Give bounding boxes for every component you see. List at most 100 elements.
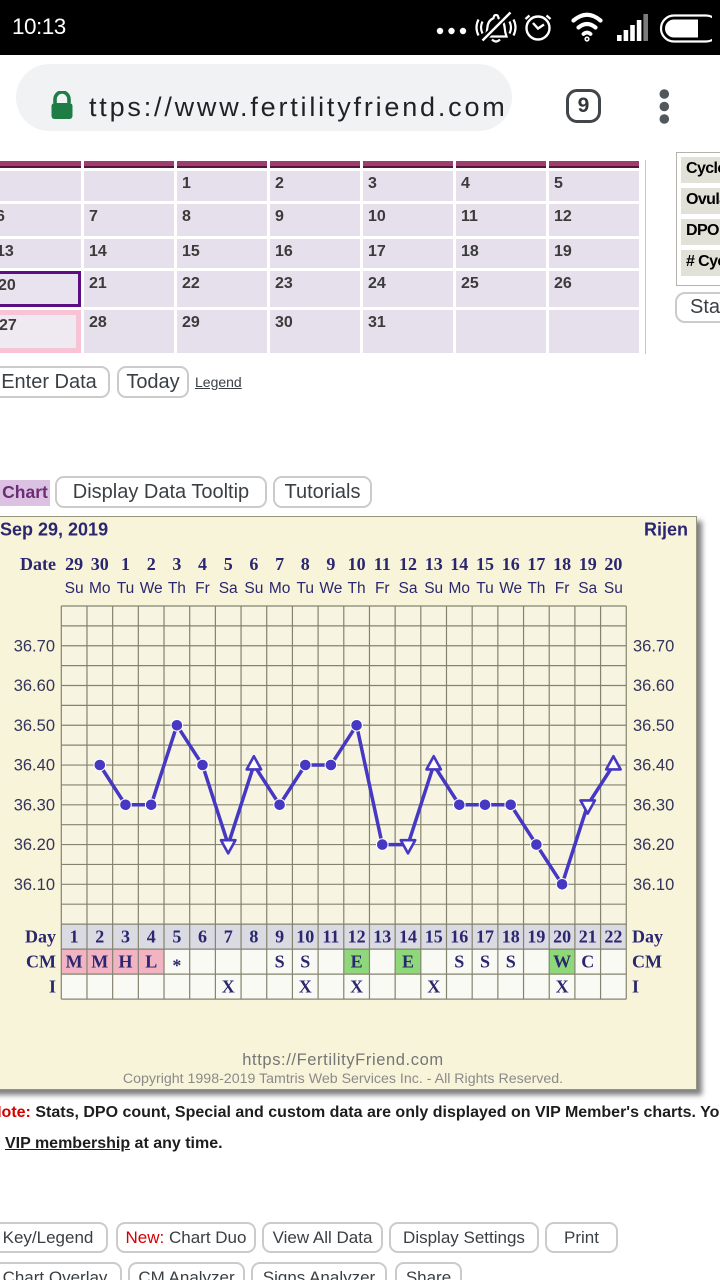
svg-text:18: 18 (502, 927, 520, 947)
svg-text:We: We (140, 580, 163, 597)
svg-text:Th: Th (527, 580, 545, 597)
svg-text:1: 1 (70, 927, 79, 947)
svg-text:16: 16 (450, 927, 468, 947)
svg-text:13: 13 (373, 927, 391, 947)
svg-text:Fr: Fr (195, 580, 210, 597)
svg-text:36.20: 36.20 (14, 836, 55, 854)
svg-text:X: X (427, 977, 440, 997)
svg-text:Sa: Sa (578, 580, 597, 597)
svg-text:Th: Th (348, 580, 366, 597)
svg-text:11: 11 (322, 927, 339, 947)
svg-text:10: 10 (348, 554, 366, 574)
svg-text:Su: Su (604, 580, 623, 597)
svg-text:3: 3 (172, 554, 181, 574)
svg-text:2: 2 (95, 927, 104, 947)
svg-text:6: 6 (198, 927, 207, 947)
svg-text:M: M (66, 952, 83, 972)
svg-text:17: 17 (527, 554, 545, 574)
svg-text:36.70: 36.70 (633, 637, 674, 655)
svg-text:17: 17 (476, 927, 494, 947)
svg-text:7: 7 (224, 927, 233, 947)
svg-text:Tu: Tu (476, 580, 494, 597)
svg-text:36.40: 36.40 (633, 757, 674, 775)
svg-text:36.40: 36.40 (14, 757, 55, 775)
svg-text:E: E (351, 952, 363, 972)
svg-text:C: C (581, 952, 594, 972)
svg-text:19: 19 (527, 927, 545, 947)
svg-text:M: M (91, 952, 108, 972)
svg-text:Tu: Tu (117, 580, 135, 597)
svg-text:5: 5 (172, 927, 181, 947)
svg-text:20: 20 (553, 927, 571, 947)
svg-text:Mo: Mo (449, 580, 471, 597)
svg-text:30: 30 (91, 554, 109, 574)
svg-text:11: 11 (374, 554, 391, 574)
svg-text:Day: Day (632, 927, 663, 947)
svg-text:9: 9 (326, 554, 335, 574)
svg-text:X: X (556, 977, 569, 997)
svg-text:X: X (350, 977, 363, 997)
svg-text:https://FertilityFriend.com: https://FertilityFriend.com (242, 1051, 443, 1069)
svg-text:36.60: 36.60 (633, 677, 674, 695)
svg-text:Su: Su (424, 580, 443, 597)
svg-text:Day: Day (25, 927, 56, 947)
svg-text:6: 6 (249, 554, 258, 574)
svg-text:16: 16 (502, 554, 520, 574)
svg-text:Sa: Sa (219, 580, 238, 597)
svg-text:36.50: 36.50 (633, 717, 674, 735)
svg-text:I: I (49, 977, 56, 997)
svg-text:5: 5 (224, 554, 233, 574)
svg-text:8: 8 (249, 927, 258, 947)
svg-text:Su: Su (244, 580, 263, 597)
svg-text:S: S (506, 952, 516, 972)
svg-text:12: 12 (348, 927, 366, 947)
svg-text:15: 15 (425, 927, 443, 947)
svg-text:4: 4 (198, 554, 207, 574)
svg-text:Th: Th (168, 580, 186, 597)
svg-text:1: 1 (121, 554, 130, 574)
svg-text:2: 2 (147, 554, 156, 574)
svg-text:Rijen: Rijen (644, 520, 688, 540)
svg-text:*: * (172, 956, 181, 976)
svg-text:4: 4 (147, 927, 156, 947)
svg-text:S: S (275, 952, 285, 972)
svg-text:Su: Su (65, 580, 84, 597)
svg-text:Sep 29, 2019: Sep 29, 2019 (0, 520, 108, 540)
svg-text:29: 29 (65, 554, 83, 574)
svg-text:W: W (553, 952, 571, 972)
svg-text:E: E (402, 952, 414, 972)
svg-text:15: 15 (476, 554, 494, 574)
svg-text:Copyright 1998-2019 Tamtris We: Copyright 1998-2019 Tamtris Web Services… (123, 1071, 563, 1087)
svg-text:12: 12 (399, 554, 417, 574)
svg-text:CM: CM (632, 952, 662, 972)
svg-text:CM: CM (26, 952, 56, 972)
svg-text:21: 21 (579, 927, 597, 947)
svg-text:8: 8 (301, 554, 310, 574)
svg-text:10: 10 (296, 927, 314, 947)
svg-text:Date: Date (20, 554, 56, 574)
svg-text:9: 9 (275, 927, 284, 947)
svg-text:36.30: 36.30 (633, 796, 674, 814)
svg-text:3: 3 (121, 927, 130, 947)
svg-text:36.50: 36.50 (14, 717, 55, 735)
svg-text:L: L (145, 952, 157, 972)
svg-text:36.60: 36.60 (14, 677, 55, 695)
svg-text:14: 14 (399, 927, 417, 947)
svg-text:36.30: 36.30 (14, 796, 55, 814)
svg-text:20: 20 (604, 554, 622, 574)
svg-text:S: S (300, 952, 310, 972)
svg-text:X: X (299, 977, 312, 997)
svg-text:X: X (222, 977, 235, 997)
svg-text:Tu: Tu (297, 580, 315, 597)
svg-text:22: 22 (604, 927, 622, 947)
svg-text:18: 18 (553, 554, 571, 574)
svg-text:I: I (632, 977, 639, 997)
svg-text:We: We (319, 580, 342, 597)
svg-text:Fr: Fr (375, 580, 390, 597)
svg-text:36.10: 36.10 (633, 876, 674, 894)
svg-text:H: H (118, 952, 132, 972)
svg-text:36.70: 36.70 (14, 637, 55, 655)
svg-text:36.10: 36.10 (14, 876, 55, 894)
svg-text:Sa: Sa (399, 580, 418, 597)
svg-text:S: S (480, 952, 490, 972)
